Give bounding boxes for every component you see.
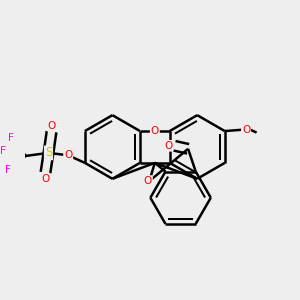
Text: O: O (151, 126, 159, 136)
Text: O: O (242, 124, 250, 135)
Text: O: O (47, 121, 56, 130)
Text: S: S (45, 146, 52, 159)
Text: O: O (64, 150, 72, 160)
Text: O: O (164, 141, 172, 151)
Text: O: O (41, 174, 50, 184)
Text: F: F (8, 133, 14, 143)
Text: F: F (0, 146, 5, 156)
Text: F: F (5, 164, 11, 175)
Text: O: O (144, 176, 152, 186)
